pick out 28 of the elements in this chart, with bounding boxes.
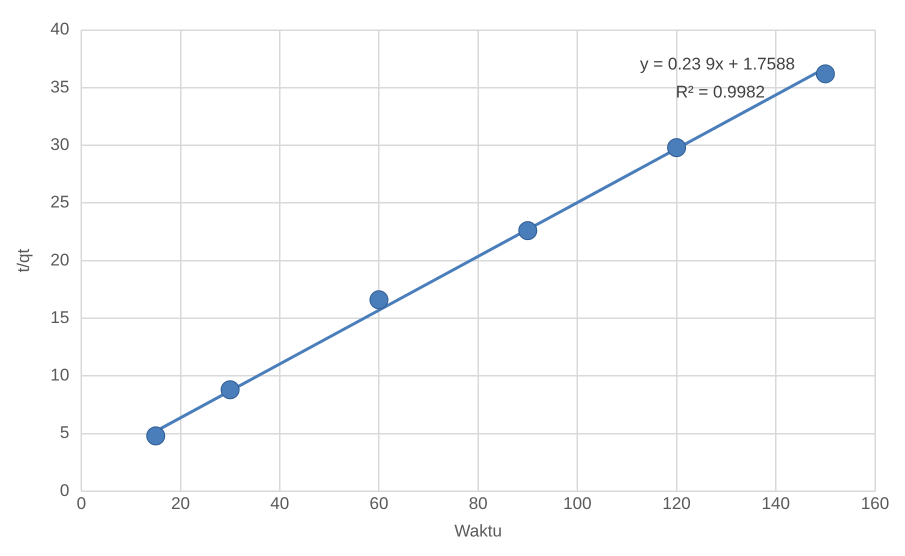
point [518, 221, 538, 240]
point [146, 426, 166, 446]
x-tick-label: 0 [76, 494, 86, 514]
point [667, 138, 686, 158]
x-tick-label: 60 [369, 494, 388, 514]
annotation: R² = 0.9982 [676, 82, 765, 102]
x-tick-label: 120 [662, 494, 691, 514]
x-tick-label: 100 [563, 494, 592, 514]
y-tick-label: 40 [50, 20, 70, 39]
x-tick-label: 160 [860, 494, 890, 514]
x-tick-label: 80 [468, 494, 488, 514]
x-tick-label: 20 [171, 494, 190, 514]
y-tick-label: 5 [60, 423, 70, 442]
y-tick-label: 30 [50, 134, 70, 154]
annotation: y = 0.23 9x + 1.7588 [640, 54, 795, 74]
y-tick-label: 20 [50, 250, 70, 270]
y-axis-title: t/qt [14, 248, 33, 272]
x-tick-label: 140 [762, 494, 790, 514]
point [816, 64, 835, 84]
y-tick-label: 15 [50, 308, 70, 327]
point [369, 290, 388, 310]
x-axis-title: Waktu [454, 521, 502, 540]
y-tick-label: 0 [60, 480, 70, 500]
point [220, 380, 240, 400]
y-tick-label: 25 [50, 192, 70, 212]
x-tick-label: 40 [270, 494, 290, 514]
y-tick-label: 35 [50, 77, 70, 96]
y-tick-label: 10 [50, 366, 70, 385]
